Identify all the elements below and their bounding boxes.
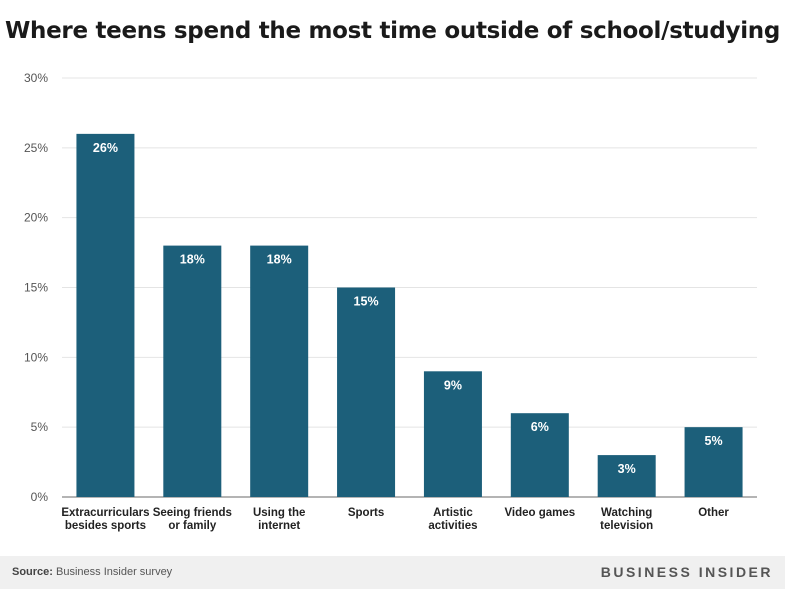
- bar-chart: 0% 5% 10% 15% 20% 25% 30% 26% 18% 18% 15% 9% 6% 3% 5%…: [24, 71, 757, 532]
- bar: [423, 371, 482, 497]
- data-label: 15%: [354, 295, 379, 309]
- data-labels: 26% 18% 18% 15% 9% 6% 3% 5%: [93, 141, 723, 476]
- y-tick-label: 25%: [24, 141, 48, 155]
- x-tick-label-line: internet: [258, 520, 300, 532]
- bar: [510, 413, 569, 497]
- bar: [597, 455, 656, 497]
- y-tick-label: 15%: [24, 281, 48, 295]
- x-tick-label-line: Other: [698, 507, 729, 519]
- x-tick-label-line: activities: [428, 520, 477, 532]
- x-tick-label: Using the internet: [253, 507, 305, 532]
- x-tick-label: Artistic activities: [428, 507, 477, 532]
- x-tick-label: Other: [698, 507, 729, 519]
- x-tick-label-line: Watching: [601, 507, 652, 519]
- data-label: 26%: [93, 141, 118, 155]
- y-tick-label: 20%: [24, 211, 48, 225]
- x-tick-label-line: Extracurriculars: [61, 507, 149, 519]
- bars: [76, 133, 743, 497]
- x-tick-label: Extracurriculars besides sports: [61, 507, 149, 532]
- y-axis-ticks: 0% 5% 10% 15% 20% 25% 30%: [24, 71, 48, 504]
- brand-logo: BUSINESS INSIDER: [600, 564, 773, 580]
- source-label: Source:: [12, 566, 53, 578]
- data-label: 9%: [444, 378, 462, 392]
- data-label: 3%: [618, 462, 636, 476]
- source-text: Business Insider survey: [52, 566, 173, 578]
- bar: [76, 133, 135, 497]
- y-tick-label: 5%: [31, 420, 49, 434]
- x-tick-label: Sports: [348, 507, 384, 519]
- x-tick-label-line: Artistic: [433, 507, 473, 519]
- y-tick-label: 0%: [31, 490, 49, 504]
- y-tick-label: 30%: [24, 71, 48, 85]
- x-tick-label-line: Sports: [348, 507, 384, 519]
- bar: [684, 427, 743, 497]
- y-tick-label: 10%: [24, 350, 48, 364]
- data-label: 6%: [531, 420, 549, 434]
- x-tick-label-line: or family: [168, 520, 217, 532]
- x-tick-label-line: television: [600, 520, 653, 532]
- x-tick-label-line: Seeing friends: [153, 507, 232, 519]
- data-label: 18%: [180, 253, 205, 267]
- x-tick-label: Video games: [504, 507, 575, 519]
- bar: [163, 245, 222, 497]
- chart-title: Where teens spend the most time outside …: [4, 18, 781, 44]
- data-label: 18%: [267, 253, 292, 267]
- bar: [337, 287, 396, 497]
- x-tick-label-line: Using the: [253, 507, 305, 519]
- x-tick-label-line: Video games: [504, 507, 575, 519]
- source-note: Source: Business Insider survey: [12, 566, 172, 578]
- footer: Source: Business Insider survey BUSINESS…: [0, 556, 785, 589]
- x-tick-label-line: besides sports: [65, 520, 146, 532]
- x-tick-label: Seeing friends or family: [153, 507, 232, 532]
- bar: [250, 245, 309, 497]
- data-label: 5%: [705, 434, 723, 448]
- x-tick-label: Watching television: [600, 507, 653, 532]
